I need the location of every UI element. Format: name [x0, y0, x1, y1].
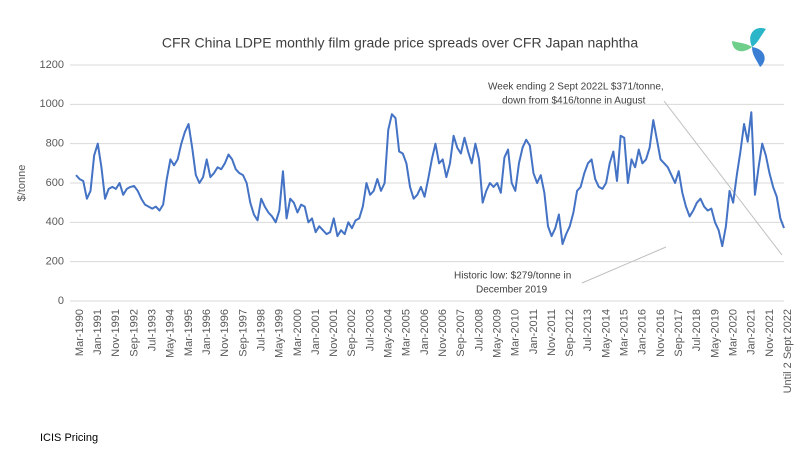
y-tick-label: 1200	[40, 59, 64, 71]
x-tick-label: Sep-2017	[673, 309, 685, 357]
x-tick-label: May-2014	[600, 309, 612, 358]
logo	[732, 27, 766, 67]
x-tick-label: Jul-2003	[364, 309, 376, 351]
x-tick-label: Jan-2001	[310, 309, 322, 355]
y-tick-label: 400	[46, 216, 64, 228]
x-tick-label: Nov-2021	[764, 309, 776, 357]
x-tick-label: Jul-1998	[255, 309, 267, 351]
x-tick-label: Mar-2020	[727, 309, 739, 356]
x-tick-label: Sep-2002	[346, 309, 358, 357]
x-tick-label: Mar-2005	[401, 309, 413, 356]
annotation: Week ending 2 Sept 2022L $371/tonne,	[488, 82, 664, 93]
x-tick-label: May-1994	[165, 309, 177, 358]
x-tick-label: Mar-2000	[292, 309, 304, 356]
annotation: Historic low: $279/tonne in	[454, 271, 571, 282]
x-tick-label: Jan-2006	[419, 309, 431, 355]
x-tick-label: Jul-2008	[473, 309, 485, 351]
x-tick-label: Sep-2012	[564, 309, 576, 357]
x-tick-label: Jul-2013	[582, 309, 594, 351]
x-tick-label: Jan-2011	[528, 309, 540, 354]
annotation: December 2019	[476, 285, 548, 296]
logo-petal	[750, 27, 766, 47]
x-tick-label: Jan-1996	[201, 309, 213, 355]
x-tick-label: Nov-2016	[655, 309, 667, 357]
y-tick-label: 800	[46, 138, 64, 150]
x-tick-label: Jul-2018	[691, 309, 703, 351]
annotation: down from $416/tonne in August	[502, 96, 646, 107]
y-tick-label: 200	[46, 256, 64, 268]
x-tick-label: Sep-2007	[455, 309, 467, 357]
chart-title: CFR China LDPE monthly film grade price …	[162, 35, 638, 51]
x-tick-label: Jul-1993	[147, 309, 159, 351]
x-tick-label: May-2004	[383, 309, 395, 358]
x-tick-label: May-1999	[274, 309, 286, 358]
x-tick-label: Nov-1996	[219, 309, 231, 357]
x-tick-label: May-2009	[491, 309, 503, 358]
y-tick-label: 1000	[40, 98, 64, 110]
source: ICIS Pricing	[40, 432, 98, 444]
x-tick-label: Mar-1995	[183, 309, 195, 356]
x-tick-label: Nov-2001	[328, 309, 340, 357]
y-tick-label: 0	[58, 295, 64, 307]
x-tick-label: Nov-2011	[546, 309, 558, 356]
annotation-leader	[581, 246, 667, 284]
logo-petal	[752, 47, 765, 67]
x-tick-label: Mar-2010	[510, 309, 522, 356]
x-tick-label: Sep-1992	[128, 309, 140, 357]
logo-petal	[732, 41, 752, 52]
x-tick-label: Until 2 Sept 2022	[782, 309, 794, 393]
y-tick-label: 600	[46, 177, 64, 189]
x-tick-label: Jan-1991	[92, 309, 104, 355]
data-line	[75, 111, 785, 248]
x-tick-label: Nov-2006	[437, 309, 449, 357]
y-axis-label: $/tonne	[16, 165, 28, 202]
x-tick-label: May-2019	[709, 309, 721, 358]
x-tick-label: Mar-1990	[74, 309, 86, 356]
x-tick-label: Mar-2015	[619, 309, 631, 356]
annotation-leader	[663, 100, 783, 256]
x-tick-label: Nov-1991	[110, 309, 122, 357]
x-tick-label: Jan-2016	[637, 309, 649, 355]
x-tick-label: Jan-2021	[746, 309, 758, 355]
x-tick-label: Sep-1997	[237, 309, 249, 357]
